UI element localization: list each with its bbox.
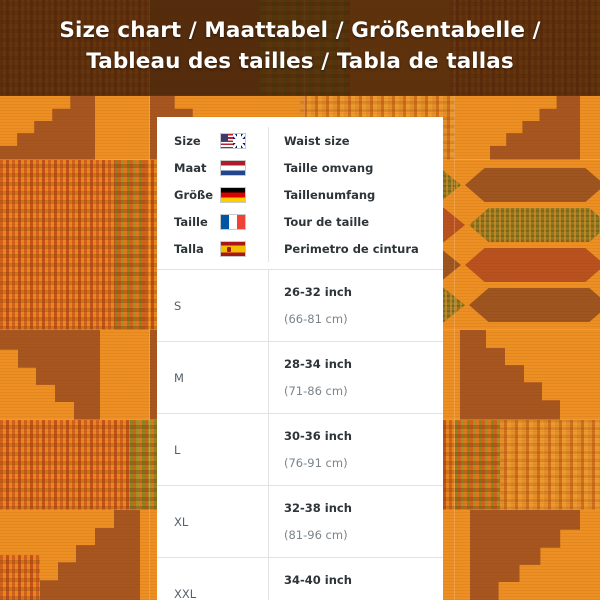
kente-hexagon	[465, 248, 600, 282]
kente-seam	[454, 0, 455, 600]
flag-spain-icon	[220, 240, 246, 257]
flag-france-icon	[220, 213, 246, 230]
size-value-inch: 28-34 inch	[284, 357, 352, 371]
kente-block	[0, 160, 115, 330]
language-label-en: Size	[174, 133, 201, 148]
language-row-fr: Taille Tour de taille	[157, 208, 443, 235]
page-title-line-1: Size chart / Maattabel / Größentabelle /	[59, 18, 541, 44]
size-values: 30-36 inch (76-91 cm)	[268, 414, 443, 485]
size-value-inch: 26-32 inch	[284, 285, 352, 299]
language-desc-en: Waist size	[268, 127, 443, 154]
table-row: S 26-32 inch (66-81 cm)	[157, 270, 443, 342]
us-stripes	[221, 133, 233, 148]
language-row-es: Talla Perimetro de cintura	[157, 235, 443, 262]
kente-block	[455, 420, 500, 510]
title-banner: Size chart / Maattabel / Größentabelle /…	[0, 0, 600, 96]
kente-block	[500, 420, 600, 510]
language-label-nl: Maat	[174, 160, 207, 175]
size-value-inch: 32-38 inch	[284, 501, 352, 515]
flag-netherlands-icon	[220, 159, 246, 176]
size-value-cm: (81-96 cm)	[284, 528, 348, 542]
flag-cell-nl	[217, 159, 268, 176]
kente-block	[0, 555, 40, 600]
size-label: S	[174, 298, 182, 313]
size-value-inch: 34-40 inch	[284, 573, 352, 587]
size-label: M	[174, 370, 184, 385]
language-header-block: Size Waist size Maat Taille omvang Größe	[157, 117, 443, 270]
kente-block	[0, 420, 130, 510]
language-row-en: Size Waist size	[157, 127, 443, 154]
language-desc-de: Taillenumfang	[268, 181, 443, 208]
language-desc-nl: Taille omvang	[268, 154, 443, 181]
size-value-cm: (66-81 cm)	[284, 312, 348, 326]
language-desc-fr: Tour de taille	[268, 208, 443, 235]
size-label: XXL	[174, 586, 197, 600]
language-label-fr: Taille	[174, 214, 208, 229]
size-value-inch: 30-36 inch	[284, 429, 352, 443]
language-desc-es: Perimetro de cintura	[268, 235, 443, 262]
language-row-nl: Maat Taille omvang	[157, 154, 443, 181]
flag-germany-icon	[220, 186, 246, 203]
table-row: XXL 34-40 inch (86-101 cm)	[157, 558, 443, 600]
flag-cell-fr	[217, 213, 268, 230]
table-row: XL 32-38 inch (81-96 cm)	[157, 486, 443, 558]
size-chart-card: Size Waist size Maat Taille omvang Größe	[157, 117, 443, 600]
language-label-es: Talla	[174, 241, 204, 256]
kente-hexagon	[469, 288, 600, 322]
kente-hexagon	[469, 208, 600, 242]
size-label: XL	[174, 514, 189, 529]
flag-cell-en	[217, 132, 268, 149]
us-canton	[221, 133, 228, 141]
size-values: 26-32 inch (66-81 cm)	[268, 270, 443, 341]
size-values: 34-40 inch (86-101 cm)	[268, 558, 443, 600]
size-value-cm: (76-91 cm)	[284, 456, 348, 470]
size-value-cm: (71-86 cm)	[284, 384, 348, 398]
flag-us-uk-icon	[220, 132, 246, 149]
kente-seam	[149, 0, 150, 600]
language-row-de: Größe Taillenumfang	[157, 181, 443, 208]
page-title-line-2: Tableau des tailles / Tabla de tallas	[86, 49, 514, 74]
flag-cell-de	[217, 186, 268, 203]
language-label-de: Größe	[174, 187, 214, 202]
size-values: 28-34 inch (71-86 cm)	[268, 342, 443, 413]
kente-hexagon	[465, 168, 600, 202]
size-label: L	[174, 442, 181, 457]
size-values: 32-38 inch (81-96 cm)	[268, 486, 443, 557]
uk-union-jack	[233, 133, 245, 148]
table-row: L 30-36 inch (76-91 cm)	[157, 414, 443, 486]
flag-cell-es	[217, 240, 268, 257]
kente-block	[115, 160, 145, 330]
table-row: M 28-34 inch (71-86 cm)	[157, 342, 443, 414]
